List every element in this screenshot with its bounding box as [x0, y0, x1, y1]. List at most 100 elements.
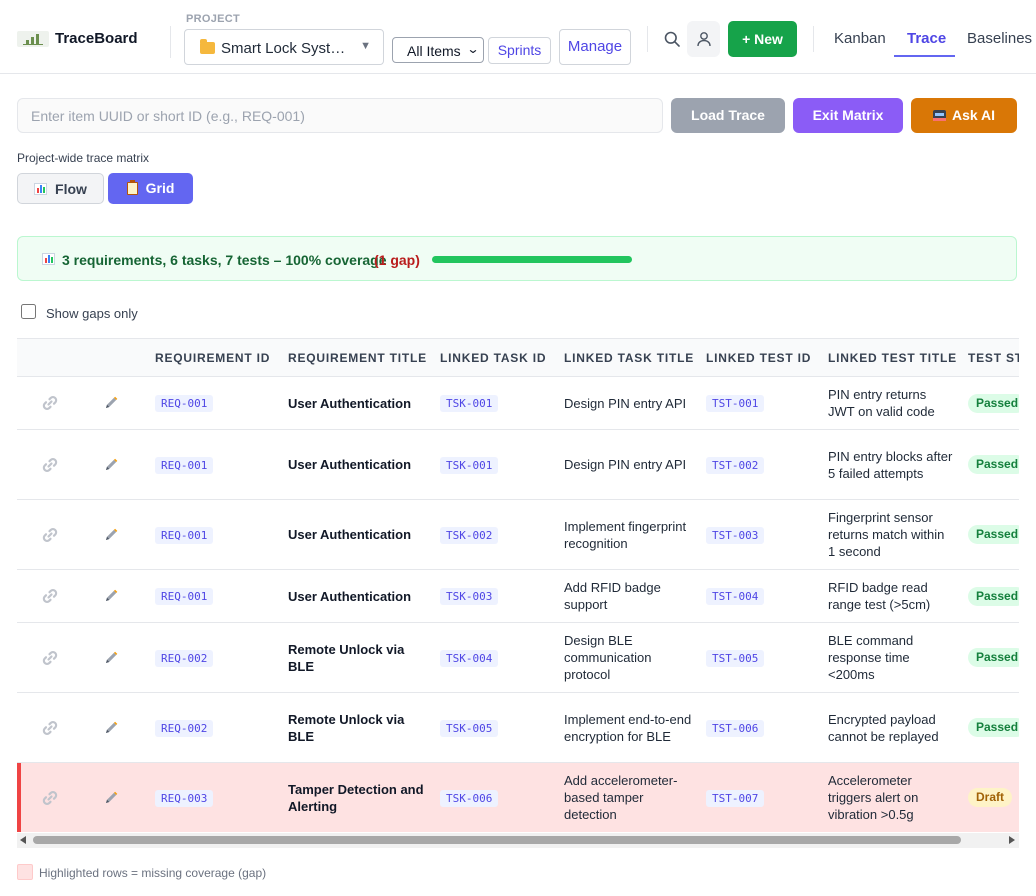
column-header-linked-test-id[interactable]: LINKED TEST ID — [699, 338, 821, 377]
test-id-badge[interactable]: TST-006 — [706, 719, 765, 737]
link-icon[interactable] — [41, 526, 59, 544]
requirement-id-badge[interactable]: REQ-002 — [155, 719, 214, 737]
test-status-cell: Passed — [961, 692, 1019, 763]
table-row[interactable]: REQ-001 User Authentication TSK-003 Add RFI… — [17, 569, 1019, 623]
manage-button[interactable]: Manage — [559, 29, 631, 65]
test-id-badge[interactable]: TST-005 — [706, 649, 765, 667]
requirement-id-badge[interactable]: REQ-003 — [155, 789, 214, 807]
coverage-progress-fill — [432, 256, 632, 263]
show-gaps-label[interactable]: Show gaps only — [46, 306, 138, 321]
project-select[interactable]: Smart Lock System ▼ — [184, 29, 384, 65]
new-item-button[interactable]: + New — [728, 21, 797, 57]
item-filter-select[interactable]: All Items ⌄ — [392, 37, 484, 63]
traceboard-logo-icon[interactable] — [17, 31, 49, 47]
edit-cell — [85, 429, 148, 500]
test-id-badge[interactable]: TST-001 — [706, 395, 765, 412]
horizontal-scrollbar[interactable] — [17, 833, 1019, 848]
scroll-right-arrow-icon[interactable] — [1009, 836, 1015, 844]
column-header-link — [17, 338, 85, 377]
link-icon[interactable] — [41, 456, 59, 474]
link-icon[interactable] — [41, 394, 59, 412]
pencil-icon[interactable] — [103, 588, 119, 604]
requirement-id-badge[interactable]: REQ-001 — [155, 395, 214, 412]
user-icon — [697, 32, 711, 47]
task-id-badge[interactable]: TSK-004 — [440, 649, 499, 667]
trace-matrix-table-container[interactable]: REQUIREMENT ID REQUIREMENT TITLE LINKED … — [17, 338, 1019, 832]
column-header-linked-task-title[interactable]: LINKED TASK TITLE — [557, 338, 699, 377]
test-id-badge[interactable]: TST-003 — [706, 526, 765, 544]
scroll-left-arrow-icon[interactable] — [20, 836, 26, 844]
task-id-cell: TSK-003 — [433, 569, 557, 623]
pencil-icon[interactable] — [103, 395, 119, 411]
exit-matrix-button[interactable]: Exit Matrix — [793, 98, 903, 133]
load-trace-button[interactable]: Load Trace — [671, 98, 785, 133]
task-id-badge[interactable]: TSK-005 — [440, 719, 499, 737]
requirement-id-badge[interactable]: REQ-002 — [155, 649, 214, 667]
table-row[interactable]: REQ-002 Remote Unlock via BLE TSK-005 Imple… — [17, 692, 1019, 763]
link-cell — [17, 622, 85, 693]
column-header-requirement-id[interactable]: REQUIREMENT ID — [148, 338, 281, 377]
pencil-icon[interactable] — [103, 527, 119, 543]
test-id-badge[interactable]: TST-002 — [706, 456, 765, 474]
user-menu-button[interactable] — [687, 21, 720, 57]
test-title-cell: Accelerometer triggers alert on vibratio… — [821, 762, 961, 832]
task-id-cell: TSK-002 — [433, 499, 557, 570]
task-title-cell: Implement fingerprint recognition — [557, 499, 699, 570]
task-id-badge[interactable]: TSK-002 — [440, 526, 499, 544]
task-title-cell: Add accelerometer-based tamper detection — [557, 762, 699, 832]
status-badge: Passed — [968, 525, 1019, 544]
pencil-icon[interactable] — [103, 457, 119, 473]
task-title-cell: Add RFID badge support — [557, 569, 699, 623]
task-title-cell: Design PIN entry API — [557, 429, 699, 500]
ask-ai-button[interactable]: Ask AI — [911, 98, 1017, 133]
link-icon[interactable] — [41, 587, 59, 605]
test-id-badge[interactable]: TST-004 — [706, 588, 765, 605]
task-id-badge[interactable]: TSK-001 — [440, 395, 499, 412]
column-header-linked-task-id[interactable]: LINKED TASK ID — [433, 338, 557, 377]
item-id-input[interactable] — [17, 98, 663, 133]
link-icon[interactable] — [41, 649, 59, 667]
tab-baselines[interactable]: Baselines — [967, 30, 1033, 47]
requirement-id-badge[interactable]: REQ-001 — [155, 588, 214, 605]
table-row[interactable]: REQ-001 User Authentication TSK-001 Design … — [17, 376, 1019, 430]
task-title-cell: Implement end-to-end encryption for BLE — [557, 692, 699, 763]
pencil-icon[interactable] — [103, 650, 119, 666]
column-header-test-status[interactable]: TEST STATUS — [961, 338, 1019, 377]
table-row[interactable]: REQ-001 User Authentication TSK-002 Impleme… — [17, 499, 1019, 570]
test-id-badge[interactable]: TST-007 — [706, 789, 765, 807]
search-icon[interactable] — [664, 31, 680, 47]
link-icon[interactable] — [41, 789, 59, 807]
task-id-cell: TSK-006 — [433, 762, 557, 832]
task-id-badge[interactable]: TSK-003 — [440, 588, 499, 605]
robot-icon — [932, 110, 946, 121]
requirement-title-cell: Remote Unlock via BLE — [281, 622, 433, 693]
grid-view-button[interactable]: Grid — [108, 173, 193, 204]
bar-chart-icon — [34, 183, 48, 195]
table-row[interactable]: REQ-003 Tamper Detection and Alerting TSK-… — [17, 762, 1019, 832]
tab-trace[interactable]: Trace — [907, 30, 947, 47]
sprints-button[interactable]: Sprints — [488, 37, 551, 64]
app-name[interactable]: TraceBoard — [55, 30, 138, 47]
requirement-title-cell: User Authentication — [281, 499, 433, 570]
link-icon[interactable] — [41, 719, 59, 737]
requirement-id-cell: REQ-001 — [148, 429, 281, 500]
task-id-badge[interactable]: TSK-006 — [440, 789, 499, 807]
test-status-cell: Passed — [961, 622, 1019, 693]
flow-view-button[interactable]: Flow — [17, 173, 104, 204]
column-header-requirement-title[interactable]: REQUIREMENT TITLE — [281, 338, 433, 377]
table-row[interactable]: REQ-001 User Authentication TSK-001 Design … — [17, 429, 1019, 500]
column-header-linked-test-title[interactable]: LINKED TEST TITLE — [821, 338, 961, 377]
requirement-title-cell: Remote Unlock via BLE — [281, 692, 433, 763]
table-row[interactable]: REQ-002 Remote Unlock via BLE TSK-004 Desig… — [17, 622, 1019, 693]
requirement-id-badge[interactable]: REQ-001 — [155, 456, 214, 474]
status-badge: Passed — [968, 455, 1019, 474]
show-gaps-checkbox[interactable] — [21, 304, 36, 319]
gap-count: (1 gap) — [374, 252, 420, 268]
task-id-badge[interactable]: TSK-001 — [440, 456, 499, 474]
tab-kanban[interactable]: Kanban — [834, 30, 886, 47]
folder-icon — [200, 39, 215, 54]
pencil-icon[interactable] — [103, 720, 119, 736]
requirement-id-badge[interactable]: REQ-001 — [155, 526, 214, 544]
pencil-icon[interactable] — [103, 790, 119, 806]
scrollbar-thumb[interactable] — [33, 836, 961, 844]
